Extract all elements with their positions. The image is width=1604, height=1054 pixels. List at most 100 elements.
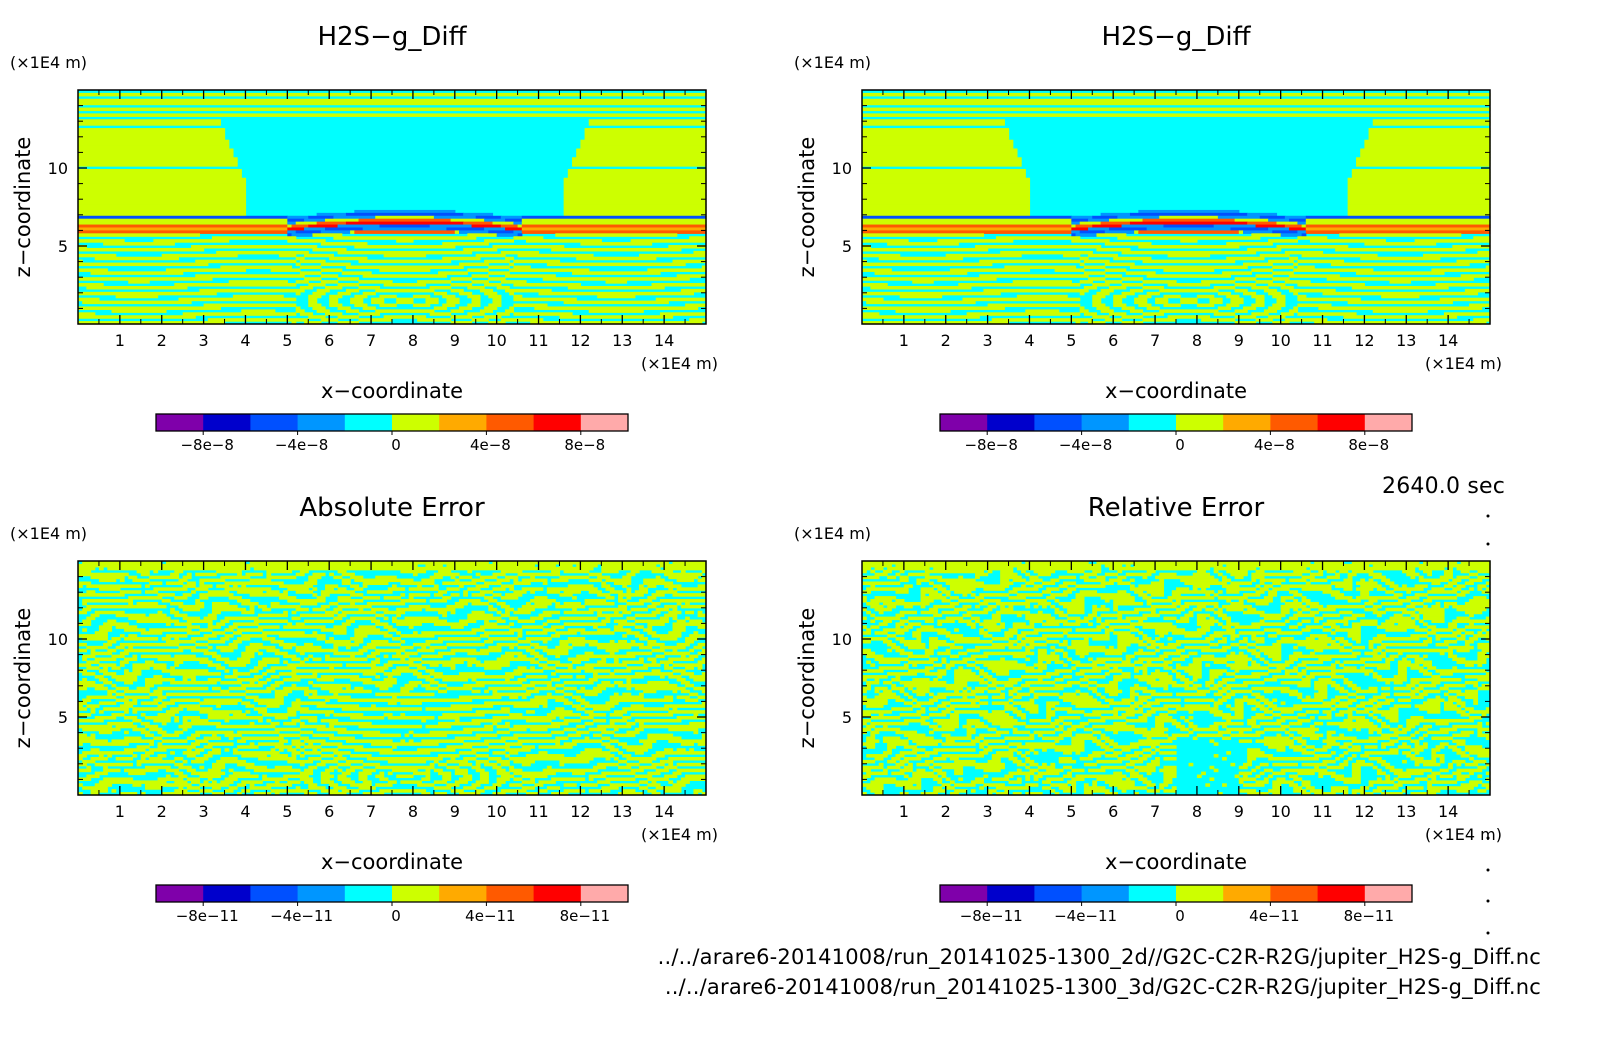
z-unit-label: (×1E4 m): [10, 524, 87, 543]
colorbar-tick-label: 8e−11: [1344, 907, 1394, 925]
x-tick-label: 7: [366, 331, 376, 350]
x-tick-label: 7: [366, 802, 376, 821]
z-tick-label: 5: [842, 237, 852, 256]
colorbar-tick-label: 8e−11: [560, 907, 610, 925]
x-tick-label: 6: [1108, 802, 1118, 821]
x-tick-label: 10: [1270, 802, 1290, 821]
source-file-3d: ../../arare6-20141008/run_20141025-1300_…: [664, 975, 1541, 999]
colorbar-swatch: [1081, 885, 1130, 902]
x-tick-label: 4: [1024, 331, 1034, 350]
colorbar-swatch: [940, 885, 988, 902]
x-tick-label: 12: [1354, 331, 1374, 350]
colorbar-swatch: [1364, 414, 1413, 431]
colorbar-swatch: [203, 885, 251, 902]
z-axis-label: z−coordinate: [11, 608, 35, 749]
colorbar-swatch: [533, 885, 582, 902]
x-axis-label: x−coordinate: [321, 850, 463, 874]
x-tick-label: 9: [1234, 802, 1244, 821]
panel-title: H2S−g_Diff: [317, 22, 467, 52]
z-tick-label: 5: [58, 708, 68, 727]
x-tick-label: 8: [1192, 802, 1202, 821]
colorbar: −8e−11 −4e−11 0 4e−11 8e−11: [939, 884, 1413, 925]
x-tick-label: 9: [1234, 331, 1244, 350]
colorbar-swatch: [156, 414, 204, 431]
x-tick-label: 6: [1108, 331, 1118, 350]
colorbar-swatch: [940, 414, 988, 431]
x-tick-label: 5: [282, 331, 292, 350]
colorbar-tick-label: 4e−11: [465, 907, 515, 925]
colorbar-swatch: [533, 414, 582, 431]
colorbar-tick-label: −8e−8: [964, 436, 1017, 454]
marker-dot: [1486, 868, 1490, 872]
x-tick-label: 5: [1066, 331, 1076, 350]
colorbar-swatch: [1176, 414, 1224, 431]
colorbar-swatch: [1081, 414, 1130, 431]
colorbar-tick-label: −8e−8: [180, 436, 233, 454]
colorbar: −8e−8 −4e−8 0 4e−8 8e−8: [155, 413, 629, 454]
colorbar-swatch: [987, 885, 1035, 902]
x-tick-label: 4: [240, 802, 250, 821]
colorbar-swatch: [250, 885, 299, 902]
x-tick-label: 8: [408, 331, 418, 350]
colorbar-tick-label: −8e−11: [960, 907, 1023, 925]
x-unit-label: (×1E4 m): [641, 825, 718, 844]
colorbar-swatch: [1364, 885, 1413, 902]
x-tick-label: 6: [324, 802, 334, 821]
colorbar-swatch: [156, 885, 204, 902]
z-unit-label: (×1E4 m): [10, 53, 87, 72]
colorbar-tick-label: 4e−8: [470, 436, 511, 454]
x-tick-label: 7: [1150, 802, 1160, 821]
colorbar-swatch: [250, 414, 299, 431]
colorbar-swatch: [1317, 885, 1366, 902]
x-tick-label: 1: [115, 802, 125, 821]
colorbar-tick-label: −4e−11: [270, 907, 333, 925]
colorbar-tick-label: 0: [1175, 907, 1185, 925]
panel-title: H2S−g_Diff: [1101, 22, 1251, 52]
z-tick-label: 10: [832, 630, 852, 649]
colorbar-swatch: [580, 414, 629, 431]
heatmap-area: [862, 561, 1491, 796]
x-unit-label: (×1E4 m): [1425, 825, 1502, 844]
marker-dot: [1486, 542, 1490, 546]
marker-dot: [1486, 931, 1490, 935]
x-tick-label: 13: [612, 331, 632, 350]
heatmap-area: [78, 90, 707, 325]
x-tick-label: 1: [899, 331, 909, 350]
x-tick-label: 14: [1438, 802, 1458, 821]
colorbar-swatch: [297, 885, 346, 902]
colorbar-tick-label: −4e−11: [1054, 907, 1117, 925]
colorbar-swatch: [1270, 885, 1319, 902]
x-tick-label: 11: [528, 331, 548, 350]
z-unit-label: (×1E4 m): [794, 524, 871, 543]
colorbar-tick-label: −4e−8: [1059, 436, 1112, 454]
z-tick-label: 10: [832, 159, 852, 178]
x-tick-label: 13: [1396, 331, 1416, 350]
colorbar-swatch: [1176, 885, 1224, 902]
colorbar-tick-label: −8e−11: [176, 907, 239, 925]
x-tick-label: 4: [240, 331, 250, 350]
colorbar-tick-label: −4e−8: [275, 436, 328, 454]
x-tick-label: 11: [1312, 331, 1332, 350]
x-axis-label: x−coordinate: [321, 379, 463, 403]
x-tick-label: 10: [486, 802, 506, 821]
colorbar-tick-label: 0: [391, 436, 401, 454]
x-axis-label: x−coordinate: [1105, 850, 1247, 874]
x-tick-label: 12: [570, 802, 590, 821]
x-tick-label: 3: [199, 331, 209, 350]
z-tick-label: 10: [48, 630, 68, 649]
x-tick-label: 14: [654, 802, 674, 821]
colorbar-tick-label: 8e−8: [564, 436, 605, 454]
x-tick-label: 1: [899, 802, 909, 821]
marker-dot: [1486, 836, 1490, 840]
colorbar-swatch: [1034, 414, 1083, 431]
x-tick-label: 2: [157, 802, 167, 821]
colorbar: −8e−11 −4e−11 0 4e−11 8e−11: [155, 884, 629, 925]
colorbar-tick-label: 0: [391, 907, 401, 925]
marker-dot: [1486, 514, 1490, 518]
colorbar-swatch: [486, 414, 535, 431]
panel-4: Relative Error(×1E4 m)1 2 3 4 5 6 7 8 9 10 11 12 13 1…: [794, 493, 1502, 925]
heatmap-area: [78, 561, 707, 796]
x-unit-label: (×1E4 m): [1425, 354, 1502, 373]
x-tick-label: 11: [1312, 802, 1332, 821]
